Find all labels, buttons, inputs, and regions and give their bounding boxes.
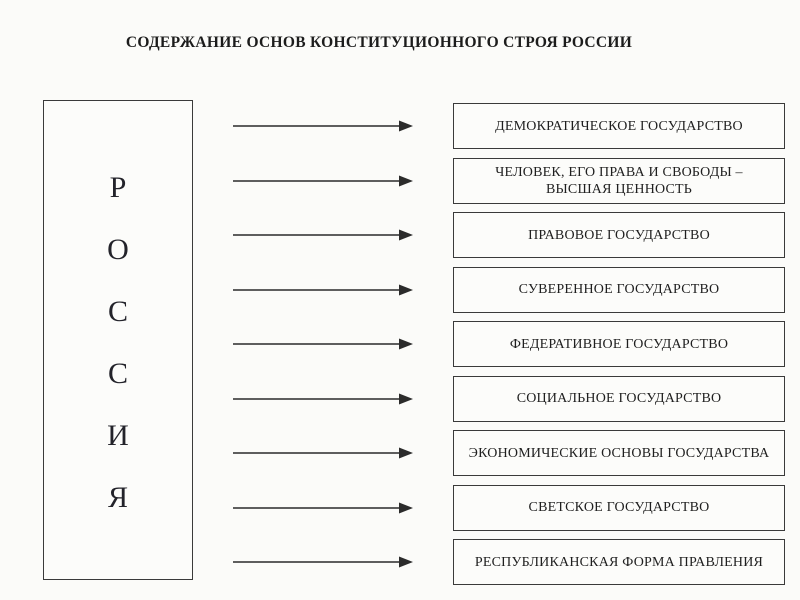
principle-row: СОЦИАЛЬНОЕ ГОСУДАРСТВО — [233, 375, 785, 422]
principle-row: РЕСПУБЛИКАНСКАЯ ФОРМА ПРАВЛЕНИЯ — [233, 539, 785, 585]
principle-row: ПРАВОВОЕ ГОСУДАРСТВО — [233, 212, 785, 258]
principle-row: ФЕДЕРАТИВНОЕ ГОСУДАРСТВО — [233, 321, 785, 367]
right-arrow-icon — [233, 393, 413, 404]
principle-box: СВЕТСКОЕ ГОСУДАРСТВО — [453, 484, 785, 531]
principle-box: ДЕМОКРАТИЧЕСКОЕ ГОСУДАРСТВО — [453, 103, 785, 149]
russia-vertical-box: Р О С С И Я — [43, 100, 193, 580]
principle-box: ПРАВОВОЕ ГОСУДАРСТВО — [453, 212, 785, 258]
russia-letter: О — [107, 233, 129, 266]
right-arrow-icon — [233, 229, 413, 241]
principle-row: ЧЕЛОВЕК, ЕГО ПРАВА И СВОБОДЫ – ВЫСШАЯ ЦЕ… — [233, 157, 785, 204]
russia-letter: Р — [109, 171, 127, 204]
right-arrow-icon — [233, 338, 413, 350]
principle-box: ФЕДЕРАТИВНОЕ ГОСУДАРСТВО — [453, 321, 785, 367]
principle-box: РЕСПУБЛИКАНСКАЯ ФОРМА ПРАВЛЕНИЯ — [453, 539, 785, 585]
russia-letter: С — [107, 357, 128, 390]
principle-row: ЭКОНОМИЧЕСКИЕ ОСНОВЫ ГОСУДАРСТВА — [233, 430, 785, 476]
right-arrow-icon — [233, 175, 413, 186]
principle-row: СУВЕРЕННОЕ ГОСУДАРСТВО — [233, 266, 785, 313]
right-arrow-icon — [233, 120, 413, 132]
right-arrow-icon — [233, 447, 413, 459]
russia-letter: И — [107, 419, 129, 452]
principles-list: ДЕМОКРАТИЧЕСКОЕ ГОСУДАРСТВО ЧЕЛОВЕК, ЕГО… — [233, 103, 785, 585]
russia-letter: Я — [107, 481, 128, 514]
principle-row: СВЕТСКОЕ ГОСУДАРСТВО — [233, 484, 785, 531]
principle-box: ЭКОНОМИЧЕСКИЕ ОСНОВЫ ГОСУДАРСТВА — [453, 430, 785, 476]
right-arrow-icon — [233, 502, 413, 513]
principle-row: ДЕМОКРАТИЧЕСКОЕ ГОСУДАРСТВО — [233, 103, 785, 149]
russia-letter: С — [107, 295, 128, 328]
diagram-title: СОДЕРЖАНИЕ ОСНОВ КОНСТИТУЦИОННОГО СТРОЯ … — [125, 34, 633, 51]
right-arrow-icon — [233, 556, 413, 568]
right-arrow-icon — [233, 284, 413, 295]
principle-box: СУВЕРЕННОЕ ГОСУДАРСТВО — [453, 266, 785, 313]
principle-box: ЧЕЛОВЕК, ЕГО ПРАВА И СВОБОДЫ – ВЫСШАЯ ЦЕ… — [453, 157, 785, 204]
principle-box: СОЦИАЛЬНОЕ ГОСУДАРСТВО — [453, 375, 785, 422]
